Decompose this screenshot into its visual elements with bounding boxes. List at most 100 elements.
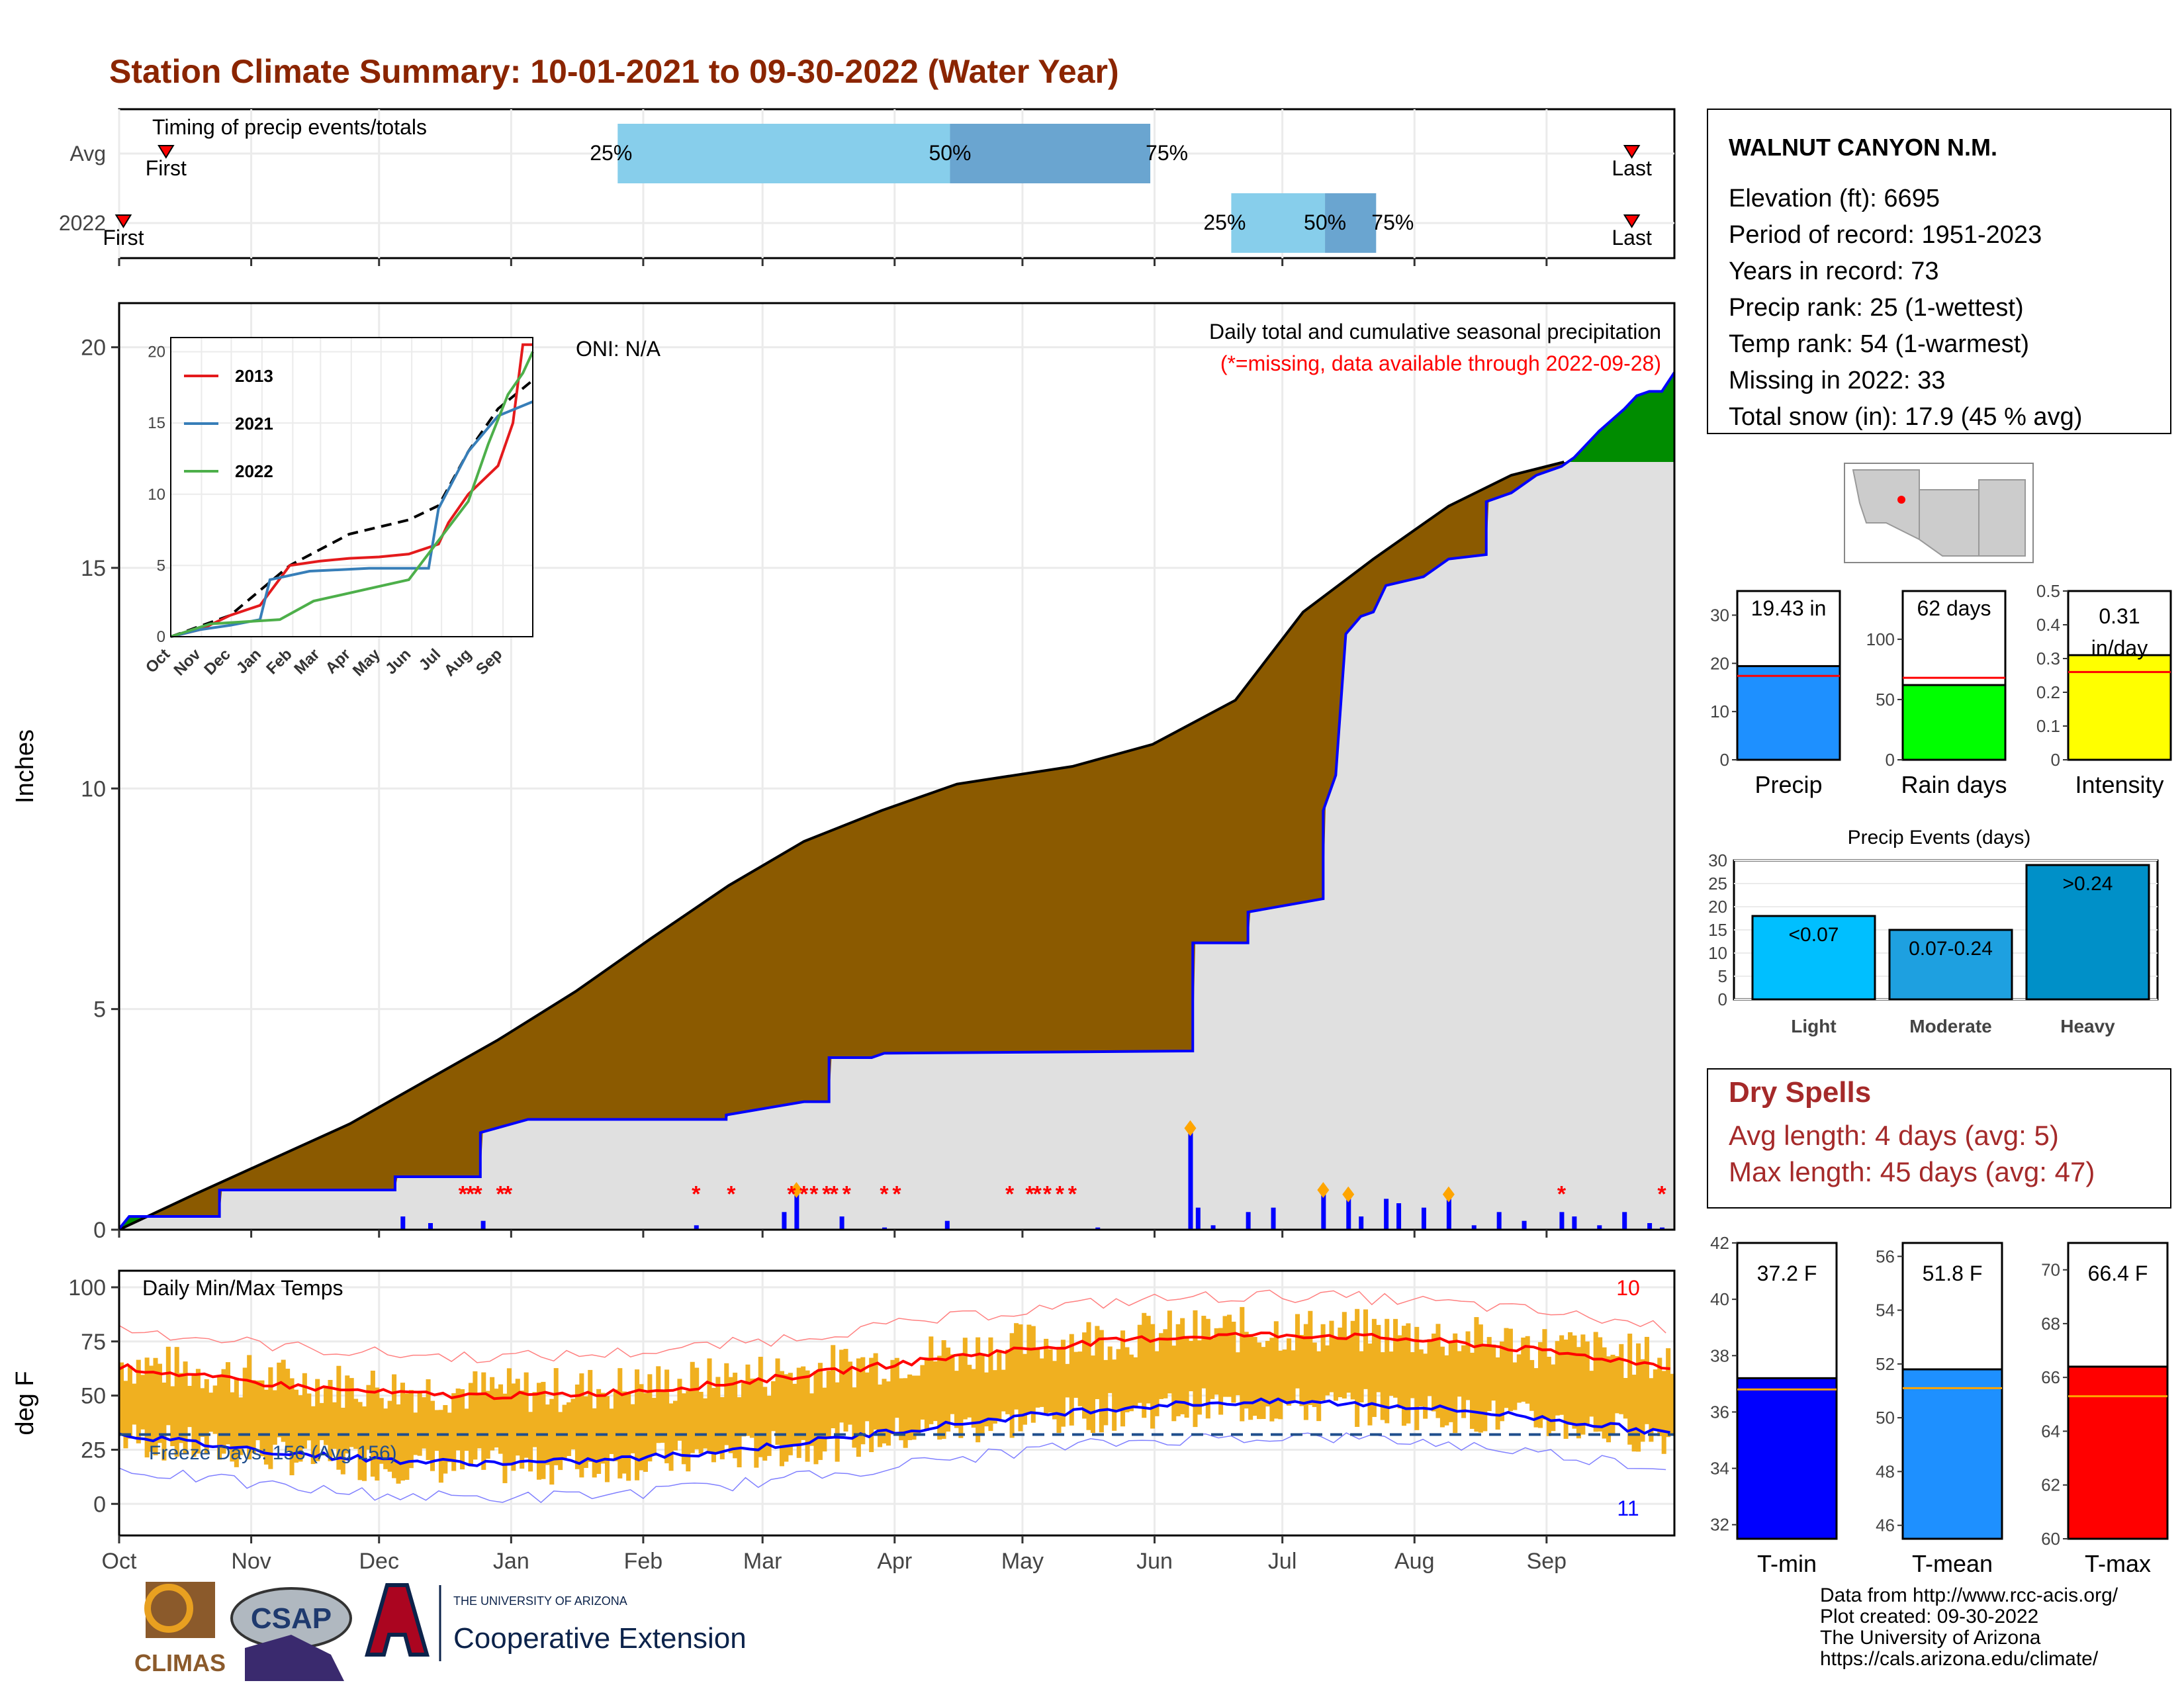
daily-temp-bar (1427, 1339, 1432, 1396)
inset-avg-line (170, 379, 534, 638)
daily-temp-bar (195, 1369, 201, 1454)
inset-legend-label: 2022 (235, 461, 273, 481)
daily-temp-bar (1137, 1324, 1142, 1403)
summary-bars: 0 10 20 30 19.43 in Precip 0 50 100 62 days Rain d… (1710, 581, 2172, 798)
timing-last-label: Last (1612, 226, 1652, 250)
missing-note: (*=missing, data available through 2022-… (1220, 351, 1661, 375)
daily-temp-bar (1056, 1346, 1062, 1433)
daily-temp-bar (1189, 1341, 1194, 1392)
daily-temp-bar (771, 1381, 776, 1432)
daily-temp-bar (1619, 1344, 1624, 1414)
daily-temp-bar (191, 1373, 197, 1457)
daily-temp-bar (259, 1380, 265, 1457)
daily-temp-bar (179, 1373, 184, 1443)
daily-temp-bar (1666, 1348, 1671, 1438)
daily-temp-bar (843, 1349, 848, 1432)
daily-temp-bar (813, 1371, 819, 1465)
daily-temp-bar (1529, 1359, 1535, 1411)
daily-temp-bar (1244, 1332, 1249, 1409)
events-ytick-label: 0 (1718, 989, 1727, 1009)
daily-temp-bar (609, 1408, 614, 1455)
daily-temp-bar (1491, 1344, 1496, 1401)
missing-day-marker: * (1033, 1181, 1042, 1207)
daily-temp-bar (310, 1406, 316, 1465)
missing-day-marker: * (880, 1181, 889, 1207)
daily-temp-bar (579, 1373, 584, 1478)
daily-temp-bar (1329, 1320, 1334, 1393)
summary-ytick-label: 0 (1720, 750, 1729, 770)
daily-temp-bar (988, 1337, 993, 1432)
inset-series-line (170, 351, 534, 638)
daily-temp-bar (1265, 1340, 1270, 1407)
daily-temp-bar (353, 1398, 359, 1449)
daily-precip-bar (1321, 1190, 1326, 1230)
daily-temp-bar (1128, 1354, 1134, 1412)
daily-temp-bar (324, 1385, 329, 1445)
daily-temp-bar (1231, 1322, 1236, 1403)
timing-p75-label: 75% (1371, 210, 1414, 234)
daily-temp-bar (583, 1396, 588, 1469)
missing-day-marker: * (692, 1181, 701, 1207)
daily-precip-bar (1246, 1212, 1251, 1230)
daily-temp-bar (826, 1371, 831, 1437)
events-range-label: >0.24 (2063, 873, 2113, 895)
daily-precip-bar (1660, 1227, 1665, 1230)
timing-p25-label: 25% (590, 141, 632, 165)
ua-block-a (365, 1583, 430, 1657)
daily-temp-bar (1325, 1345, 1330, 1396)
daily-temp-bar (1661, 1371, 1666, 1454)
month-label: Sep (1527, 1549, 1567, 1574)
temp-bar-ytick-label: 66 (2041, 1367, 2060, 1387)
above-average-area (1567, 372, 1674, 463)
daily-temp-bar (626, 1392, 631, 1481)
summary-bar-value (1736, 664, 1841, 761)
daily-temp-bar (319, 1402, 324, 1440)
temp-bar-value-text: 51.8 F (1923, 1261, 1983, 1285)
daily-temp-bar (1240, 1306, 1245, 1422)
daily-temp-bar (558, 1412, 563, 1471)
daily-temp-bar (1457, 1351, 1462, 1397)
daily-temp-bar (434, 1410, 439, 1451)
daily-temp-bar (251, 1380, 256, 1453)
daily-temp-bar (404, 1393, 410, 1480)
daily-temp-bar (468, 1383, 473, 1467)
daily-temp-bar (664, 1369, 670, 1463)
daily-precip-bar (1210, 1225, 1216, 1230)
daily-temp-bar (1478, 1324, 1483, 1433)
daily-temp-bar (430, 1400, 435, 1471)
daily-temp-bar (515, 1379, 520, 1456)
daily-temp-bar (1346, 1336, 1351, 1393)
temp-bar-ytick-label: 62 (2041, 1475, 2060, 1495)
daily-temp-bar (592, 1408, 597, 1478)
events-title: Precip Events (days) (1848, 827, 2031, 848)
daily-temp-bar (1044, 1338, 1049, 1415)
daily-temp-bar (485, 1391, 490, 1459)
daily-temp-bar (1606, 1356, 1612, 1443)
daily-temp-bar (1158, 1333, 1163, 1399)
station-line-snow: Total snow (in): 17.9 (45 % avg) (1729, 403, 2082, 431)
snow-marker (1317, 1182, 1330, 1198)
daily-temp-bar (754, 1378, 759, 1468)
daily-temp-bar (1299, 1334, 1304, 1406)
daily-temp-bar (387, 1400, 392, 1472)
daily-temp-bar (831, 1345, 836, 1428)
precip-ytick-label: 15 (81, 556, 106, 581)
daily-temp-bar (1486, 1337, 1492, 1412)
max-record-count: 10 (1616, 1276, 1640, 1300)
daily-temp-bar (375, 1387, 380, 1481)
month-label: Mar (743, 1549, 782, 1574)
station-frame (1707, 109, 2171, 434)
daily-temp-bar (349, 1378, 354, 1447)
missing-day-marker: * (1068, 1181, 1077, 1207)
daily-temp-bar (1030, 1326, 1036, 1423)
daily-temp-bar (962, 1338, 968, 1420)
timing-p25-label: 25% (1203, 210, 1246, 234)
daily-temp-bar (1107, 1346, 1113, 1393)
daily-temp-bar (1205, 1318, 1210, 1419)
temp-frame (118, 1269, 1676, 1537)
daily-temp-bar (711, 1388, 716, 1463)
daily-temp-bar (1627, 1334, 1633, 1445)
month-label: Aug (1394, 1549, 1435, 1574)
daily-temp-bar (1516, 1354, 1522, 1403)
station-info: WALNUT CANYON N.M. Elevation (ft): 6695 … (1707, 109, 2171, 434)
